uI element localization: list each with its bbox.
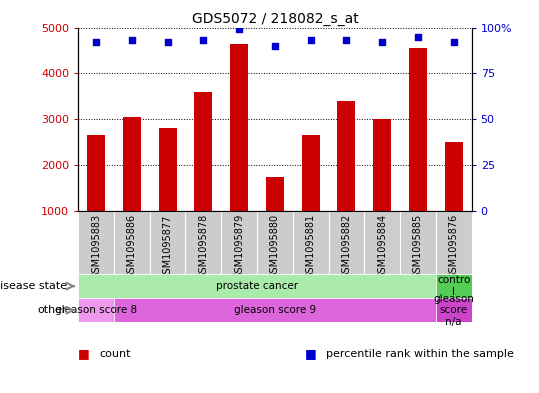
Text: gleason score 9: gleason score 9 (234, 305, 316, 315)
Bar (364, 211, 400, 274)
Text: GSM1095884: GSM1095884 (377, 214, 387, 279)
Text: GSM1095883: GSM1095883 (91, 214, 101, 279)
Text: percentile rank within the sample: percentile rank within the sample (326, 349, 514, 359)
Bar (123, 117, 141, 211)
Bar (436, 211, 472, 274)
Point (378, 39, 386, 45)
Bar (374, 119, 391, 211)
Bar (409, 48, 427, 211)
Text: other: other (38, 305, 67, 315)
Bar (293, 211, 329, 274)
Bar (329, 211, 364, 274)
Bar (185, 211, 221, 274)
Text: gleason
score
n/a: gleason score n/a (433, 294, 474, 327)
Text: contro
l: contro l (437, 275, 471, 297)
Bar (257, 211, 293, 274)
Bar (445, 142, 462, 211)
Point (128, 37, 136, 44)
Text: GSM1095886: GSM1095886 (127, 214, 137, 279)
Text: GSM1095876: GSM1095876 (449, 214, 459, 279)
Bar (87, 135, 105, 211)
Text: GSM1095877: GSM1095877 (163, 214, 172, 279)
Text: ■: ■ (305, 347, 316, 360)
Title: GDS5072 / 218082_s_at: GDS5072 / 218082_s_at (191, 13, 358, 26)
Bar (230, 44, 248, 211)
Bar (114, 298, 436, 322)
Bar (78, 298, 114, 322)
Bar (150, 211, 185, 274)
Point (271, 43, 279, 49)
Point (235, 26, 244, 33)
Text: GSM1095880: GSM1095880 (270, 214, 280, 279)
Bar (114, 211, 150, 274)
Text: GSM1095882: GSM1095882 (341, 214, 351, 279)
Text: GSM1095879: GSM1095879 (234, 214, 244, 279)
Bar (78, 211, 114, 274)
Bar (195, 92, 212, 211)
Text: prostate cancer: prostate cancer (216, 281, 298, 291)
Text: gleason score 8: gleason score 8 (55, 305, 137, 315)
Bar (266, 176, 284, 211)
Point (163, 39, 172, 45)
Text: GSM1095878: GSM1095878 (198, 214, 209, 279)
Text: GSM1095881: GSM1095881 (306, 214, 316, 279)
Bar (158, 129, 177, 211)
Bar (221, 211, 257, 274)
Text: disease state: disease state (0, 281, 67, 291)
Bar (400, 211, 436, 274)
Point (450, 39, 458, 45)
Point (199, 37, 208, 44)
Bar (436, 274, 472, 298)
Point (306, 37, 315, 44)
Text: GSM1095885: GSM1095885 (413, 214, 423, 279)
Bar (436, 298, 472, 322)
Point (92, 39, 100, 45)
Text: ■: ■ (78, 347, 90, 360)
Bar (337, 101, 355, 211)
Bar (302, 135, 320, 211)
Point (413, 33, 422, 40)
Point (342, 37, 351, 44)
Text: count: count (100, 349, 131, 359)
